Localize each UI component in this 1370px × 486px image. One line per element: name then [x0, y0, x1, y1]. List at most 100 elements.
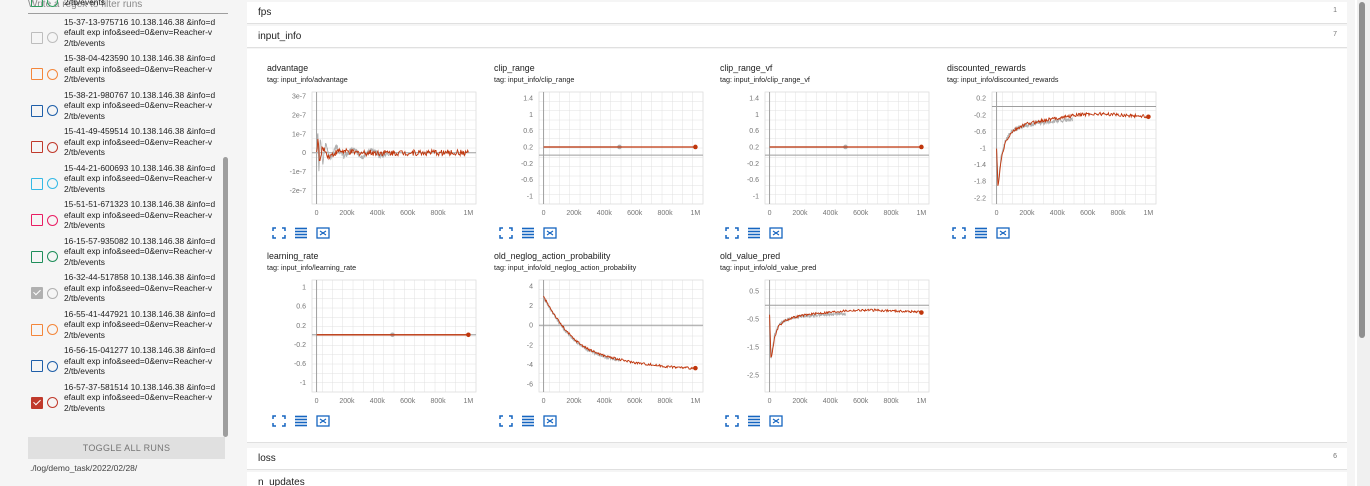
run-color-radio[interactable]	[47, 214, 58, 226]
data-table-icon[interactable]	[747, 415, 761, 427]
fullscreen-icon[interactable]	[952, 227, 966, 239]
run-item[interactable]: 15-44-21-600693 10.138.146.38 &info=d ef…	[0, 161, 224, 197]
run-color-radio[interactable]	[47, 397, 58, 408]
run-color-radio[interactable]	[47, 287, 58, 299]
chart-plot[interactable]: 0.2 -0.2 -0.6 -1 -1.4 -1.8 -2.2 0 200k 400k 600k 80…	[942, 88, 1162, 224]
chart-plot[interactable]: 3e-7 2e-7 1e-7 0 -1e-7 -2e-7 0 200k 400k 600k 800k…	[262, 88, 482, 224]
toggle-all-runs-button[interactable]: TOGGLE ALL RUNS	[28, 437, 225, 459]
chart-plot[interactable]: 0.5 -0.5 -1.5 -2.5 0 200k 400k 600k 800k 1M	[715, 276, 935, 412]
series-line-grey	[769, 311, 846, 359]
fullscreen-icon[interactable]	[272, 415, 286, 427]
y-tick-label: -2e-7	[290, 188, 306, 195]
run-item[interactable]: 15-37-13-975716 10.138.146.38 &info=d ef…	[0, 15, 224, 51]
fullscreen-icon[interactable]	[272, 227, 286, 239]
plot-frame	[991, 91, 1157, 205]
run-color-radio[interactable]	[47, 32, 58, 43]
section-header-input-info[interactable]: input_info 7	[247, 26, 1347, 48]
run-color-radio[interactable]	[47, 0, 58, 7]
y-tick-label: 0.6	[296, 304, 306, 311]
data-table-icon[interactable]	[521, 227, 535, 239]
data-table-icon[interactable]	[521, 415, 535, 427]
runs-scrollbar[interactable]	[223, 157, 228, 437]
chart-plot[interactable]: 1.4 1 0.6 0.2 -0.2 -0.6 -1 0 200k 400k 600k 800k 1M	[715, 88, 935, 224]
run-item[interactable]: 15-38-21-980767 10.138.146.38 &info=d ef…	[0, 88, 224, 124]
y-tick-label: -1	[527, 193, 533, 200]
x-tick-label: 200k	[566, 398, 582, 405]
run-color-radio[interactable]	[47, 360, 58, 372]
x-tick-label: 200k	[566, 210, 582, 217]
run-checkbox[interactable]	[31, 287, 43, 299]
section-header-loss[interactable]: loss 6	[247, 448, 1347, 470]
fullscreen-icon[interactable]	[725, 227, 739, 239]
run-item[interactable]: 15-51-51-671323 10.138.146.38 &info=d ef…	[0, 197, 224, 233]
chart-plot[interactable]: 1.4 1 0.6 0.2 -0.2 -0.6 -1 0 200k 400k 600k 800k 1M	[489, 88, 709, 224]
y-tick-label: 1.4	[749, 96, 759, 103]
run-item[interactable]: 16-57-37-581514 10.138.146.38 &info=d ef…	[0, 380, 224, 416]
run-label: 15-51-51-671323 10.138.146.38 &info=d ef…	[64, 199, 216, 231]
run-item[interactable]: 16-32-44-517858 10.138.146.38 &info=d ef…	[0, 270, 224, 306]
run-checkbox[interactable]	[31, 141, 43, 153]
fit-domain-icon[interactable]	[769, 415, 783, 427]
run-item[interactable]: 16-15-57-935082 10.138.146.38 &info=d ef…	[0, 234, 224, 270]
run-color-radio[interactable]	[47, 178, 58, 189]
data-table-icon[interactable]	[294, 227, 308, 239]
run-item[interactable]: 15-41-49-459514 10.138.146.38 &info=d ef…	[0, 124, 224, 160]
x-tick-label: 0	[542, 398, 546, 405]
chart-toolbar	[499, 227, 579, 241]
y-tick-label: 0	[302, 150, 306, 157]
fit-domain-icon[interactable]	[769, 227, 783, 239]
run-color-radio[interactable]	[47, 105, 58, 116]
section-header-fps[interactable]: fps 1	[247, 2, 1347, 24]
chart-plot[interactable]: 4 2 0 -2 -4 -6 0 200k 400k 600k 800k 1M	[489, 276, 709, 412]
x-tick-label: 200k	[792, 398, 808, 405]
run-color-radio[interactable]	[47, 251, 58, 262]
run-color-radio[interactable]	[47, 141, 58, 153]
run-checkbox[interactable]	[31, 177, 43, 190]
x-tick-label: 400k	[823, 398, 839, 405]
data-table-icon[interactable]	[974, 227, 988, 239]
chart-plot[interactable]: 1 0.6 0.2 -0.2 -0.6 -1 0 200k 400k 600k 800k 1M	[262, 276, 482, 412]
run-checkbox[interactable]	[31, 104, 43, 117]
run-item[interactable]: 15-38-04-423590 10.138.146.38 &info=d ef…	[0, 51, 224, 87]
fullscreen-icon[interactable]	[499, 415, 513, 427]
run-item[interactable]: 16-55-41-447921 10.138.146.38 &info=d ef…	[0, 307, 224, 343]
data-table-icon[interactable]	[294, 415, 308, 427]
section-header-n-updates[interactable]: n_updates	[247, 472, 1347, 486]
series-line-red	[769, 308, 922, 358]
run-item[interactable]: 16-56-15-041277 10.138.146.38 &info=d ef…	[0, 343, 224, 379]
run-checkbox[interactable]	[31, 323, 43, 336]
fit-domain-icon[interactable]	[543, 415, 557, 427]
run-color-radio[interactable]	[47, 324, 58, 335]
fullscreen-icon[interactable]	[499, 227, 513, 239]
run-filter-input[interactable]	[28, 0, 228, 14]
y-tick-label: 2e-7	[292, 112, 306, 119]
main-scrollbar-thumb[interactable]	[1359, 2, 1365, 338]
run-checkbox[interactable]	[31, 31, 43, 44]
run-checkbox[interactable]	[31, 68, 43, 80]
x-tick-label: 0	[995, 210, 999, 217]
x-tick-label: 1M	[917, 210, 927, 217]
fit-domain-icon[interactable]	[316, 227, 330, 239]
fit-domain-icon[interactable]	[543, 227, 557, 239]
plot-frame	[764, 91, 930, 205]
x-tick-label: 200k	[792, 210, 808, 217]
series-end-point-red	[693, 365, 698, 371]
run-checkbox[interactable]	[31, 250, 43, 263]
run-item[interactable]: 2/tb/events	[0, 0, 224, 14]
run-checkbox[interactable]	[31, 360, 43, 372]
run-checkbox[interactable]	[31, 0, 43, 7]
fullscreen-icon[interactable]	[725, 415, 739, 427]
run-checkbox[interactable]	[31, 396, 43, 409]
x-tick-label: 600k	[853, 210, 869, 217]
run-color-radio[interactable]	[47, 68, 58, 80]
run-checkbox[interactable]	[31, 214, 43, 226]
plot-frame	[311, 279, 477, 393]
main-scrollbar[interactable]	[1357, 0, 1370, 486]
y-tick-label: -0.6	[294, 361, 306, 368]
section-count: 7	[1333, 31, 1337, 38]
fit-domain-icon[interactable]	[316, 415, 330, 427]
data-table-icon[interactable]	[747, 227, 761, 239]
y-tick-label: 4	[529, 283, 533, 290]
fit-domain-icon[interactable]	[996, 227, 1010, 239]
x-tick-label: 800k	[1110, 210, 1126, 217]
